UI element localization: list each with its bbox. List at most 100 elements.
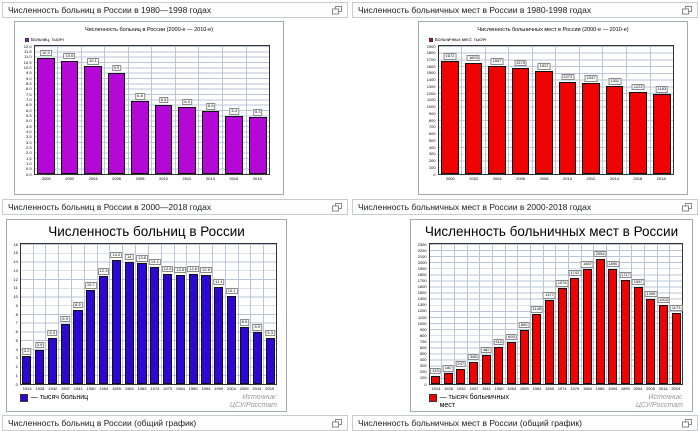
expand-chart-icon[interactable] (682, 202, 692, 212)
bar-2010 (558, 81, 577, 174)
bar-2004 (227, 295, 237, 384)
chart-hospitals-history[interactable]: Численность больниц в России 0 1 2 3 4 5 6 7 8 9 10… (6, 219, 287, 412)
y-tick-label: 4.0 (26, 128, 32, 134)
bar-column: 180 (442, 244, 455, 384)
bar-value-label: 247 (455, 360, 467, 368)
y-tick-label: 0.0 (26, 171, 32, 177)
bar-value-label: 1597 (631, 278, 645, 286)
x-tick-label: 2016 (229, 176, 239, 181)
bar-value-label: 9.5 (111, 64, 122, 72)
y-tick-label: 900 (428, 110, 436, 116)
bar-column: 5.3 (46, 244, 60, 384)
bar-column: 13.4 (148, 244, 162, 384)
x-tick-label: 1974 (557, 386, 567, 391)
y-tick-label: 8 (15, 311, 18, 317)
y-tick-label: 1000 (417, 320, 427, 326)
bar-value-label: 8.5 (73, 301, 83, 309)
bar-2014 (658, 304, 669, 384)
x-tick-label: 2018 (656, 176, 666, 181)
x-tick-label: 1932 (48, 386, 58, 391)
chart-hospitals-2000s[interactable]: Численность больниц в России (2000-е — 2… (14, 21, 284, 195)
bar-2006 (511, 67, 530, 174)
plot-grid: 133 180 247 365 482 610 693 890 1145 1377 1576 1742… (428, 243, 683, 385)
x-tick-label: 2004 (226, 386, 236, 391)
bar-column: 5.9 (199, 46, 223, 174)
bar-2019 (265, 337, 275, 384)
x-tick-label: 2002 (469, 176, 479, 181)
x-tick-label: 2009 (646, 386, 655, 391)
bar-column: 3.2 (21, 244, 34, 384)
bar-1914 (22, 356, 32, 384)
x-tick-label: 1950 (86, 386, 96, 391)
bar-value-label: 1302 (608, 78, 622, 85)
bar-value-label: 6.9 (60, 315, 70, 323)
x-tick-label: 1979 (570, 386, 580, 391)
bar-1984 (582, 269, 593, 384)
y-tick-label: 0 (15, 381, 18, 387)
bar-1954 (98, 276, 109, 384)
expand-chart-icon[interactable] (682, 418, 692, 428)
x-tick-label: 1989 (595, 386, 605, 391)
bar-1979 (163, 273, 173, 384)
bar-column: 1302 (657, 244, 671, 384)
y-tick-label: 8.0 (26, 86, 32, 92)
source-line: Источник: (242, 394, 277, 401)
y-tick-label: 13 (13, 267, 18, 273)
y-tick-label: 1700 (417, 278, 427, 284)
x-tick-label: 1941 (73, 386, 83, 391)
chart-beds-history[interactable]: Численность больничных мест в России 0 100… (410, 219, 693, 412)
bar-value-label: 1222 (631, 83, 645, 91)
bar-value-label: 610 (493, 338, 505, 346)
expand-chart-icon[interactable] (332, 5, 342, 15)
bar-value-label: 890 (518, 321, 530, 329)
bar-2002 (60, 60, 79, 174)
y-tick-label: 1400 (417, 296, 427, 302)
bar-column: 8.5 (72, 244, 85, 384)
y-tick-label: 1800 (426, 50, 436, 56)
y-tick-label: 1200 (417, 308, 427, 314)
expand-chart-icon[interactable] (332, 418, 342, 428)
bar-2019 (671, 312, 681, 384)
bar-column: 1373 (556, 46, 580, 174)
bar-column: 6.5 (239, 244, 252, 384)
bar-column: 1890 (606, 244, 620, 384)
bar-2004 (633, 286, 643, 384)
bar-value-label: 12.6 (187, 265, 200, 273)
chart-beds-2000s[interactable]: Численность больничных мест в России (20… (418, 21, 688, 195)
expand-chart-icon[interactable] (682, 5, 692, 15)
y-tick-label: 1 (15, 372, 18, 378)
bar-value-label: 1183 (655, 86, 669, 93)
y-tick-label: 10.5 (23, 59, 32, 65)
x-tick-label: 1937 (61, 386, 70, 391)
bar-2004 (84, 66, 102, 174)
y-tick-label: 2100 (417, 253, 427, 259)
expand-chart-icon[interactable] (332, 202, 342, 212)
y-tick-label: 12 (13, 276, 18, 282)
y-tick-label: 6.5 (26, 102, 32, 108)
caption-text: Численность больниц в России в 2000—2018… (8, 202, 212, 212)
bar-1964 (532, 314, 542, 384)
bar-1964 (124, 261, 134, 384)
bar-column: 247 (455, 244, 468, 384)
bar-1974 (150, 266, 160, 384)
bar-column: 1597 (486, 46, 510, 174)
bar-value-label: 180 (442, 365, 454, 372)
bar-column: 1672 (439, 46, 463, 174)
bar-value-label: 693 (506, 333, 517, 341)
bar-column: 1597 (631, 244, 646, 384)
x-tick-label: 1950 (494, 386, 504, 391)
caption-text: Численность больничных мест в России в 1… (358, 5, 592, 15)
plot-area: 0.0 0.5 1.0 1.5 2.0 2.5 3.0 3.5 4.0 4.5 5.0 5.5 6.0 6… (19, 44, 279, 177)
y-tick-label: 11 (13, 285, 18, 291)
x-tick-label: 2014 (609, 176, 619, 181)
right-column: Численность больничных мест в России в 1… (352, 2, 698, 431)
x-tick-label: 2006 (516, 176, 526, 181)
x-axis: 2000 2002 2004 2006 2008 2010 2012 2014 2016 2018 (35, 176, 269, 181)
bar-1950 (494, 346, 504, 384)
y-tick-label: 3 (15, 355, 18, 361)
bar-2016 (629, 91, 648, 174)
x-tick-label: 2004 (492, 176, 502, 181)
bar-2000 (37, 57, 55, 174)
source-note: Источник: ЦСУ/Росстат (636, 394, 683, 409)
bar-column: 14.2 (110, 244, 124, 384)
